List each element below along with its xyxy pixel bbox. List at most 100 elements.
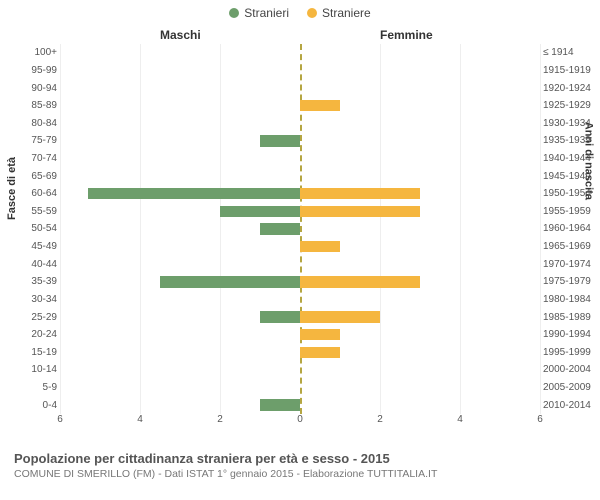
age-label: 65-69 [25,171,57,182]
bar-female [300,241,340,252]
age-label: 35-39 [25,276,57,287]
chart-row: 80-841930-1934 [60,114,540,132]
chart-row: 10-142000-2004 [60,361,540,379]
legend-swatch-female [307,8,317,18]
x-axis: 6420246 [60,414,540,434]
bar-male [260,223,300,234]
age-label: 25-29 [25,312,57,323]
age-label: 5-9 [25,382,57,393]
chart-row: 15-191995-1999 [60,344,540,362]
chart-row: 55-591955-1959 [60,203,540,221]
age-label: 55-59 [25,206,57,217]
age-label: 75-79 [25,135,57,146]
legend-label-male: Stranieri [244,6,289,20]
chart-row: 30-341980-1984 [60,291,540,309]
birth-year-label: 1995-1999 [543,347,595,358]
birth-year-label: 1965-1969 [543,241,595,252]
legend-label-female: Straniere [322,6,371,20]
birth-year-label: 1970-1974 [543,259,595,270]
birth-year-label: 1940-1944 [543,153,595,164]
gridline [540,44,541,414]
header-male: Maschi [160,28,201,42]
chart-row: 100+≤ 1914 [60,44,540,62]
chart-row: 75-791935-1939 [60,132,540,150]
birth-year-label: 1960-1964 [543,223,595,234]
x-tick: 4 [450,414,470,425]
chart-row: 50-541960-1964 [60,220,540,238]
birth-year-label: 2005-2009 [543,382,595,393]
chart-row: 45-491965-1969 [60,238,540,256]
bar-male [260,311,300,322]
x-tick: 4 [130,414,150,425]
birth-year-label: 1935-1939 [543,135,595,146]
plot-area: 100+≤ 191495-991915-191990-941920-192485… [60,44,540,414]
footer-title: Popolazione per cittadinanza straniera p… [14,451,437,466]
chart-row: 60-641950-1954 [60,185,540,203]
chart-row: 90-941920-1924 [60,79,540,97]
chart-row: 70-741940-1944 [60,150,540,168]
header-female: Femmine [380,28,433,42]
age-label: 30-34 [25,294,57,305]
bar-male [160,276,300,287]
birth-year-label: 1945-1949 [543,171,595,182]
birth-year-label: 1955-1959 [543,206,595,217]
bar-female [300,311,380,322]
x-tick: 6 [50,414,70,425]
chart-row: 25-291985-1989 [60,308,540,326]
age-label: 70-74 [25,153,57,164]
birth-year-label: 1930-1934 [543,118,595,129]
chart-row: 95-991915-1919 [60,62,540,80]
legend: Stranieri Straniere [0,0,600,20]
chart-row: 20-241990-1994 [60,326,540,344]
chart-row: 65-691945-1949 [60,167,540,185]
age-label: 10-14 [25,364,57,375]
chart-row: 35-391975-1979 [60,273,540,291]
birth-year-label: 1985-1989 [543,312,595,323]
bar-male [260,135,300,146]
birth-year-label: 1975-1979 [543,276,595,287]
bar-female [300,276,420,287]
bar-female [300,100,340,111]
chart-row: 0-42010-2014 [60,396,540,414]
birth-year-label: 1920-1924 [543,83,595,94]
birth-year-label: 1950-1954 [543,188,595,199]
age-label: 50-54 [25,223,57,234]
legend-item-female: Straniere [307,6,371,20]
x-tick: 0 [290,414,310,425]
birth-year-label: 1990-1994 [543,329,595,340]
age-label: 90-94 [25,83,57,94]
bar-female [300,347,340,358]
x-tick: 2 [210,414,230,425]
age-label: 15-19 [25,347,57,358]
x-tick: 6 [530,414,550,425]
age-label: 45-49 [25,241,57,252]
age-label: 85-89 [25,100,57,111]
age-label: 95-99 [25,65,57,76]
chart: 100+≤ 191495-991915-191990-941920-192485… [60,44,540,434]
birth-year-label: 2000-2004 [543,364,595,375]
bar-female [300,206,420,217]
chart-row: 40-441970-1974 [60,255,540,273]
age-label: 40-44 [25,259,57,270]
bar-female [300,329,340,340]
age-label: 100+ [25,47,57,58]
bar-male [220,206,300,217]
legend-swatch-male [229,8,239,18]
footer: Popolazione per cittadinanza straniera p… [14,451,437,480]
y-axis-title-left: Fasce di età [6,157,18,220]
age-label: 0-4 [25,400,57,411]
bar-male [260,399,300,410]
footer-subtitle: COMUNE DI SMERILLO (FM) - Dati ISTAT 1° … [14,468,437,480]
age-label: 60-64 [25,188,57,199]
birth-year-label: 1980-1984 [543,294,595,305]
birth-year-label: 1925-1929 [543,100,595,111]
chart-row: 5-92005-2009 [60,379,540,397]
x-tick: 2 [370,414,390,425]
chart-row: 85-891925-1929 [60,97,540,115]
legend-item-male: Stranieri [229,6,289,20]
age-label: 20-24 [25,329,57,340]
birth-year-label: ≤ 1914 [543,47,595,58]
bar-female [300,188,420,199]
age-label: 80-84 [25,118,57,129]
birth-year-label: 2010-2014 [543,400,595,411]
